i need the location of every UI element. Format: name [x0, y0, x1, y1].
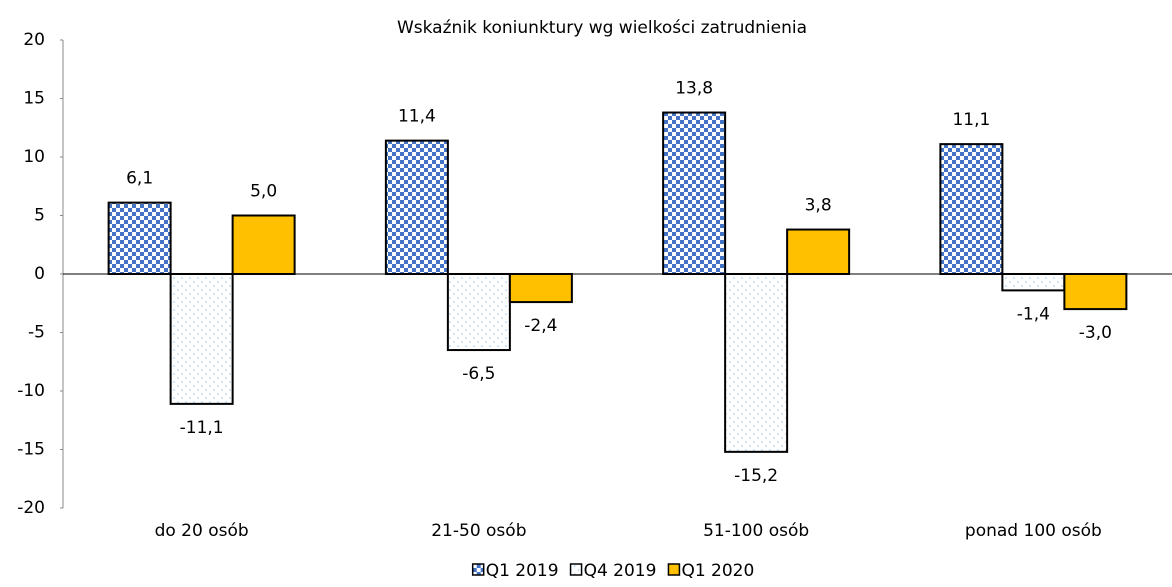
y-tick-label: 15 — [23, 89, 45, 109]
data-label: -15,2 — [734, 466, 778, 486]
y-tick-label: 0 — [34, 264, 45, 284]
bar — [231, 214, 296, 275]
y-tick-label: 10 — [23, 147, 45, 167]
data-label: -2,4 — [524, 316, 557, 336]
x-tick-label: 21-50 osób — [431, 521, 526, 541]
bar — [786, 228, 851, 275]
legend-swatch — [569, 563, 583, 576]
x-tick-label: 51-100 osób — [703, 521, 809, 541]
bar — [939, 143, 1004, 275]
bar — [169, 273, 234, 405]
x-tick-label: ponad 100 osób — [965, 521, 1102, 541]
bar — [107, 201, 172, 276]
data-label: 11,1 — [952, 110, 990, 130]
legend-label: Q1 2020 — [681, 561, 754, 581]
x-tick-label: do 20 osób — [155, 521, 249, 541]
y-tick-label: -20 — [17, 498, 45, 518]
legend-swatch — [667, 563, 681, 576]
bar — [384, 139, 449, 275]
bar — [1001, 273, 1066, 292]
y-tick-label: -5 — [28, 323, 45, 343]
legend: Q1 2019 Q4 2019 Q1 2020 — [471, 561, 754, 581]
data-label: 5,0 — [250, 182, 277, 202]
bar — [662, 111, 727, 276]
y-tick-label: -10 — [17, 381, 45, 401]
y-tick-label: -15 — [17, 440, 45, 460]
data-label: -1,4 — [1017, 304, 1050, 324]
legend-label: Q4 2019 — [584, 561, 657, 581]
y-tick-label: 5 — [34, 206, 45, 226]
data-label: -6,5 — [462, 364, 495, 384]
data-label: 6,1 — [126, 169, 153, 189]
bar — [1063, 273, 1128, 311]
y-tick-label: 20 — [23, 30, 45, 50]
bar — [446, 273, 511, 352]
chart-title: Wskaźnik koniunktury wg wielkości zatrud… — [397, 18, 807, 38]
data-label: 3,8 — [805, 196, 832, 216]
data-label: -3,0 — [1079, 323, 1112, 343]
legend-swatch — [471, 563, 485, 576]
bar — [508, 273, 573, 304]
legend-label: Q1 2019 — [486, 561, 559, 581]
bar — [724, 273, 789, 453]
data-label: 13,8 — [675, 79, 713, 99]
data-label: 11,4 — [398, 107, 436, 127]
data-label: -11,1 — [180, 418, 224, 438]
